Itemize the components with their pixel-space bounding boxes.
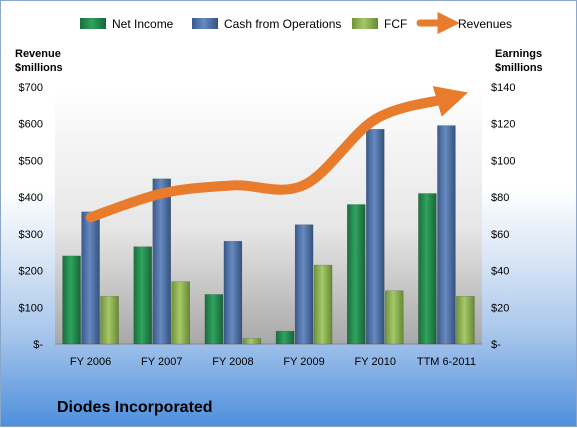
legend-swatch-net-income xyxy=(80,18,106,29)
legend-label-cash-from-operations: Cash from Operations xyxy=(224,17,341,31)
right-tick-label: $140 xyxy=(491,82,515,94)
bar-fcf xyxy=(171,281,190,345)
legend: Net Income Cash from Operations FCF Reve… xyxy=(80,11,512,35)
x-tick-label: FY 2008 xyxy=(212,356,253,368)
legend-swatch-fcf xyxy=(352,18,378,29)
x-tick-label: FY 2007 xyxy=(141,356,182,368)
bar-cash-from-operations xyxy=(366,128,385,345)
bar-fcf xyxy=(456,296,475,345)
legend-label-fcf: FCF xyxy=(384,17,407,31)
ticks-layer: FY 2006 FY 2007 FY 2008 FY 2009 FY 2010 TTM 6… xyxy=(19,82,516,368)
bar-net-income xyxy=(418,193,437,345)
left-tick-label: $600 xyxy=(19,119,43,131)
bar-fcf xyxy=(385,290,404,345)
right-tick-label: $- xyxy=(491,339,501,351)
bar-cash-from-operations xyxy=(437,125,456,345)
bar-fcf xyxy=(313,264,333,345)
bar-net-income xyxy=(204,294,224,345)
legend-swatch-cash-from-operations xyxy=(192,18,218,29)
left-tick-label: $500 xyxy=(19,155,43,167)
bar-cash-from-operations xyxy=(223,240,243,345)
x-tick-label: FY 2009 xyxy=(283,356,324,368)
bar-net-income xyxy=(347,204,366,345)
revenues-line xyxy=(85,86,468,223)
bar-cash-from-operations xyxy=(294,224,314,345)
bar-fcf xyxy=(100,296,119,345)
left-tick-label: $400 xyxy=(19,192,43,204)
legend-label-net-income: Net Income xyxy=(112,17,174,31)
revenue-line-layer xyxy=(85,86,468,223)
company-title: Diodes Incorporated xyxy=(57,399,213,416)
bar-fcf xyxy=(242,338,262,345)
right-tick-label: $60 xyxy=(491,229,509,241)
bars-layer xyxy=(62,125,475,345)
left-tick-label: $700 xyxy=(19,82,43,94)
right-tick-label: $40 xyxy=(491,266,509,278)
left-tick-label: $100 xyxy=(19,302,43,314)
legend-label-revenues: Revenues xyxy=(458,17,512,31)
x-tick-label: FY 2006 xyxy=(70,356,111,368)
left-tick-label: $- xyxy=(33,339,43,351)
x-tick-label: FY 2010 xyxy=(355,356,396,368)
plot-area xyxy=(55,87,482,344)
x-tick-label: TTM 6-2011 xyxy=(417,356,476,368)
left-tick-label: $300 xyxy=(19,229,43,241)
bar-cash-from-operations xyxy=(81,211,100,345)
right-tick-label: $120 xyxy=(491,119,515,131)
right-tick-label: $100 xyxy=(491,155,515,167)
bar-net-income xyxy=(275,330,295,345)
right-axis-title-line-1: Earnings xyxy=(495,48,542,60)
bar-net-income xyxy=(62,255,81,345)
left-tick-label: $200 xyxy=(19,266,43,278)
right-axis-title-line-2: $millions xyxy=(495,62,543,74)
right-tick-label: $20 xyxy=(491,302,509,314)
bar-net-income xyxy=(133,246,152,345)
bar-cash-from-operations xyxy=(152,178,171,345)
left-axis-title-line-2: $millions xyxy=(15,62,63,74)
right-tick-label: $80 xyxy=(491,192,509,204)
left-axis-title-line-1: Revenue xyxy=(15,48,61,60)
